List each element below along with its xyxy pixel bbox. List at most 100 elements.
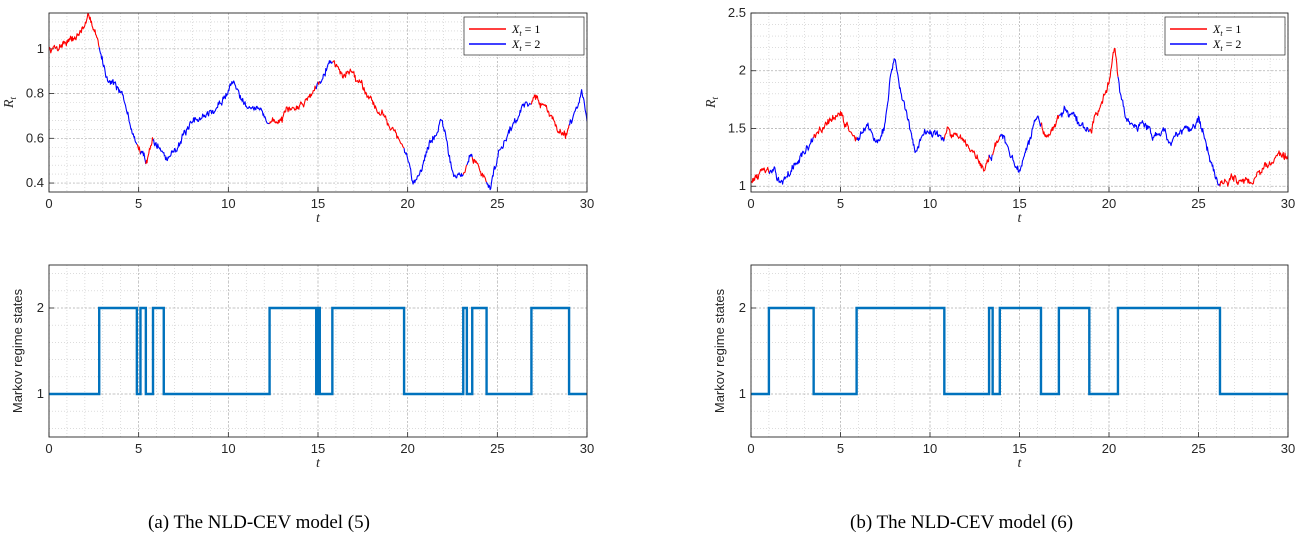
axes-frame: [48, 264, 588, 438]
x-tick-label: 20: [400, 196, 414, 211]
x-tick-label: 25: [490, 196, 504, 211]
regime-2-segment: [1058, 105, 1090, 133]
x-tick-label: 20: [1102, 196, 1116, 211]
x-tick-label: 25: [1191, 441, 1205, 456]
legend-entry-regime-1: Xt = 1: [1212, 22, 1241, 38]
x-tick-label: 20: [400, 441, 414, 456]
y-tick-label: 0.6: [26, 130, 44, 145]
x-tick-label: 5: [135, 441, 142, 456]
legend: Xt = 1Xt = 2: [463, 16, 585, 56]
x-tick-label: 15: [311, 441, 325, 456]
y-tick-label: 0.8: [26, 86, 44, 101]
y-tick-label: 1: [37, 41, 44, 56]
x-tick-label: 0: [45, 441, 52, 456]
y-tick-label: 2.5: [728, 5, 746, 20]
x-tick-label: 10: [923, 441, 937, 456]
legend: Xt = 1Xt = 2: [1164, 16, 1286, 56]
regime-2-segment: [163, 80, 270, 162]
regime-2-segment: [152, 139, 165, 154]
regime-2-segment: [466, 153, 473, 166]
regime-1-segment: [1040, 114, 1060, 138]
x-tick-label: 10: [221, 196, 235, 211]
y-axis-label: Markov regime states: [712, 288, 727, 413]
y-tick-label: 1: [739, 178, 746, 193]
x-tick-label: 15: [1012, 196, 1026, 211]
x-tick-label: 5: [135, 196, 142, 211]
regime-2-segment: [988, 154, 993, 162]
x-tick-label: 10: [923, 196, 937, 211]
regime-1-segment: [1219, 150, 1288, 187]
legend-box: [1164, 16, 1286, 56]
caption-b: (b) The NLD-CEV model (6): [850, 512, 1074, 533]
regime-1-segment: [462, 164, 468, 175]
x-tick-label: 5: [837, 196, 844, 211]
x-tick-label: 25: [1191, 196, 1205, 211]
x-tick-label: 0: [747, 441, 754, 456]
regime-2-segment: [319, 60, 333, 84]
x-tick-label: 25: [490, 441, 504, 456]
regime-2-segment: [139, 150, 147, 165]
x-tick-label: 30: [580, 441, 594, 456]
y-tick-label: 2: [739, 63, 746, 78]
regime-2-segment: [768, 137, 814, 185]
axes-frame: [48, 12, 588, 193]
regime-1-segment: [269, 85, 317, 125]
y-tick-label: 2: [37, 300, 44, 315]
regime-1-segment: [1088, 47, 1119, 134]
y-axis-label: Rt: [704, 96, 720, 109]
regime-1-segment: [813, 111, 858, 142]
panel-b-bottom: 0 5 10 15 20 25 30 1 2 t Markov regime states: [712, 264, 1295, 471]
axes-frame: [750, 264, 1289, 438]
regime-1-segment: [751, 166, 770, 184]
y-axis-label: Markov regime states: [10, 288, 25, 413]
legend-entry-regime-2: Xt = 2: [1212, 37, 1241, 53]
regime-2-segment: [403, 118, 464, 185]
x-tick-label: 30: [1281, 441, 1295, 456]
x-axis-label: t: [316, 211, 321, 226]
series-rt: [49, 13, 587, 191]
legend-entry-regime-2: Xt = 2: [511, 37, 540, 53]
x-axis-label: t: [1018, 211, 1023, 226]
axes-frame: [750, 12, 1289, 193]
x-tick-label: 0: [747, 196, 754, 211]
panel-b-top: 0 5 10 15 20 25 30 1 1.5 2 2.5 t Rt Xt = 1Xt = 2: [704, 5, 1295, 226]
x-tick-label: 10: [221, 441, 235, 456]
regime-state-line: [751, 306, 1288, 396]
y-tick-label: 1: [739, 386, 746, 401]
x-tick-label: 5: [837, 441, 844, 456]
x-axis-label: t: [316, 456, 321, 471]
regime-2-segment: [98, 47, 138, 145]
y-tick-label: 0.4: [26, 175, 44, 190]
series-rt: [751, 47, 1288, 187]
regime-1-segment: [992, 135, 1001, 156]
y-tick-label: 1: [37, 386, 44, 401]
x-tick-label: 30: [580, 196, 594, 211]
x-tick-label: 15: [311, 196, 325, 211]
x-axis-label: t: [1018, 456, 1023, 471]
regime-2-segment: [1117, 76, 1221, 187]
regime-1-segment: [49, 13, 100, 54]
caption-a: (a) The NLD-CEV model (5): [148, 512, 370, 533]
regime-1-segment: [136, 144, 142, 155]
regime-1-segment: [943, 126, 990, 172]
y-tick-label: 2: [739, 300, 746, 315]
regime-state-line: [49, 306, 587, 396]
legend-entry-regime-1: Xt = 1: [511, 22, 540, 38]
panel-a-top: 0 5 10 15 20 25 30 0.4 0.6 0.8 1 t Rt Xt = 1Xt = 2: [2, 12, 594, 226]
y-axis-label: Rt: [2, 96, 18, 109]
regime-2-segment: [856, 58, 945, 154]
x-tick-label: 15: [1012, 441, 1026, 456]
regime-1-segment: [530, 94, 570, 139]
regime-1-segment: [471, 157, 488, 183]
x-tick-label: 20: [1102, 441, 1116, 456]
regime-1-segment: [332, 60, 405, 149]
regime-2-segment: [999, 115, 1042, 173]
regime-2-segment: [486, 101, 532, 191]
regime-1-segment: [145, 137, 154, 165]
x-tick-label: 0: [45, 196, 52, 211]
x-tick-label: 30: [1281, 196, 1295, 211]
y-tick-label: 1.5: [728, 120, 746, 135]
legend-box: [463, 16, 585, 56]
regime-2-segment: [568, 89, 587, 126]
